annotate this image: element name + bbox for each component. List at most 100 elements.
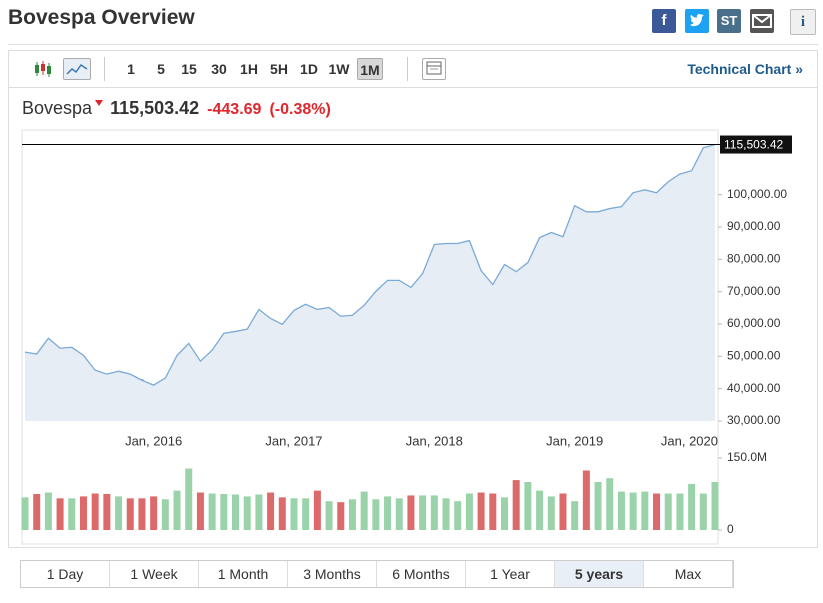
volume-tick-label: 150.0M — [727, 450, 767, 464]
volume-bar — [278, 497, 286, 530]
price: 115,503.42 — [110, 98, 200, 118]
volume-bar — [21, 497, 29, 530]
candles-icon[interactable] — [33, 60, 53, 78]
interval-button[interactable]: 5H — [270, 61, 288, 77]
x-tick-label: Jan, 2020 — [661, 433, 718, 448]
volume-tick-label: 0 — [727, 522, 734, 536]
volume-bar — [103, 494, 111, 530]
volume-bar — [313, 490, 321, 530]
range-tab[interactable]: 6 Months — [377, 561, 466, 587]
mail-icon[interactable] — [750, 9, 774, 33]
y-tick-label: 70,000.00 — [727, 284, 781, 298]
table-icon — [426, 61, 442, 75]
volume-bar — [641, 491, 649, 530]
volume-bar — [699, 493, 707, 530]
volume-bar — [126, 498, 134, 530]
volume-bar — [395, 498, 403, 530]
volume-bar — [302, 498, 310, 530]
volume-bar — [220, 494, 228, 530]
volume-bar — [161, 499, 169, 530]
x-tick-label: Jan, 2017 — [265, 433, 322, 448]
separator — [407, 57, 408, 81]
volume-bar — [442, 498, 450, 530]
volume-bar — [348, 499, 356, 530]
price-area — [25, 144, 715, 422]
y-tick-label: 100,000.00 — [727, 187, 787, 201]
interval-button[interactable]: 1H — [240, 61, 258, 77]
y-tick-label: 30,000.00 — [727, 413, 781, 427]
volume-bar — [255, 494, 263, 530]
volume-bar — [594, 482, 602, 530]
twitter-icon[interactable] — [685, 9, 709, 33]
volume-bar — [337, 502, 345, 530]
twitter-glyph — [690, 13, 704, 27]
volume-bar — [185, 468, 193, 530]
x-tick-label: Jan, 2019 — [546, 433, 603, 448]
volume-bar — [407, 495, 415, 530]
volume-bar — [419, 495, 427, 530]
mail-glyph — [752, 14, 772, 28]
change-percent: (-0.38%) — [269, 101, 331, 118]
y-tick-label: 80,000.00 — [727, 252, 781, 266]
range-tab[interactable]: 1 Year — [466, 561, 555, 587]
table-button[interactable] — [422, 58, 446, 80]
interval-button[interactable]: 30 — [211, 61, 227, 77]
info-icon[interactable]: i — [790, 9, 816, 35]
volume-bar — [688, 483, 696, 530]
quote-row: Bovespa 115,503.42 -443.69 (-0.38%) — [22, 98, 339, 119]
toolbar: 1 5 15 30 1H 5H 1D 1W 1M Technical Chart » — [9, 51, 817, 88]
range-tabs: 1 Day 1 Week 1 Month 3 Months 6 Months 1 Year… — [20, 560, 734, 588]
index-name: Bovespa — [22, 98, 93, 118]
range-tab[interactable]: 1 Day — [21, 561, 110, 587]
interval-button[interactable]: 5 — [157, 61, 165, 77]
volume-bar — [44, 492, 52, 530]
volume-bar — [512, 480, 520, 530]
volume-bar — [91, 493, 99, 530]
range-tab[interactable]: 5 years — [555, 561, 644, 587]
technical-chart-link[interactable]: Technical Chart » — [687, 61, 803, 77]
range-tab[interactable]: Max — [644, 561, 733, 587]
volume-bar — [559, 493, 567, 530]
volume-bar — [489, 493, 497, 530]
volume-bar — [536, 490, 544, 530]
volume-bar — [547, 496, 555, 530]
volume-bar — [243, 496, 251, 530]
last-price-box — [720, 135, 792, 154]
volume-bar — [454, 501, 462, 530]
plot-border — [21, 129, 719, 545]
interval-button[interactable]: 15 — [181, 61, 197, 77]
volume-bar — [325, 501, 333, 530]
line-chart-button[interactable] — [63, 58, 91, 80]
interval-button[interactable]: 1M — [357, 58, 383, 80]
interval-button[interactable]: 1W — [328, 61, 350, 77]
range-tab[interactable]: 3 Months — [288, 561, 377, 587]
volume-bar — [465, 493, 473, 530]
stocktwits-icon[interactable]: ST — [717, 9, 741, 33]
header-rule — [8, 44, 818, 45]
facebook-icon[interactable]: f — [652, 9, 676, 33]
interval-button[interactable]: 1D — [300, 61, 318, 77]
page-title: Bovespa Overview — [8, 6, 195, 29]
volume-bar — [290, 498, 298, 530]
interval-button[interactable]: 1 — [127, 61, 135, 77]
y-tick-label: 60,000.00 — [727, 316, 781, 330]
volume-bar — [582, 470, 590, 530]
volume-bar — [606, 478, 614, 530]
down-arrow — [95, 100, 104, 106]
volume-bar — [477, 492, 485, 530]
x-tick-label: Jan, 2016 — [125, 433, 182, 448]
range-tab[interactable]: 1 Month — [199, 561, 288, 587]
volume-bar — [267, 492, 275, 530]
line-icon — [66, 63, 88, 75]
x-tick-label: Jan, 2018 — [406, 433, 463, 448]
volume-bar — [430, 495, 438, 530]
volume-bar — [150, 496, 158, 530]
volume-bar — [138, 498, 146, 530]
volume-bar — [372, 499, 380, 530]
volume-bar — [571, 501, 579, 530]
volume-bar — [360, 491, 368, 530]
y-tick-label: 90,000.00 — [727, 219, 781, 233]
range-tab[interactable]: 1 Week — [110, 561, 199, 587]
volume-bar — [115, 496, 123, 530]
volume-bar — [232, 494, 240, 530]
